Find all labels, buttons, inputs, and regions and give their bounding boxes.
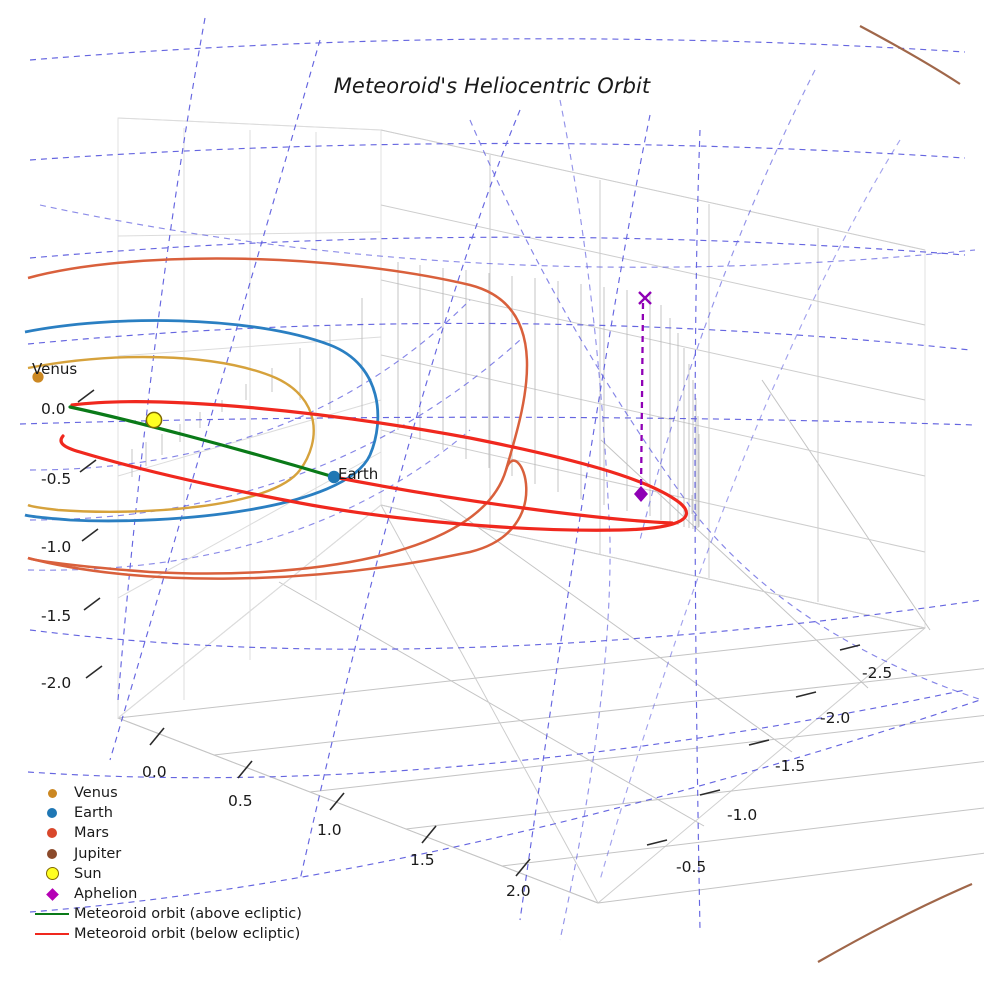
- red-line-icon: [30, 933, 74, 936]
- aphelion-diamond-icon: [30, 887, 74, 901]
- y-tick-2: -1.5: [775, 757, 806, 775]
- legend-label-orbit-above: Meteoroid orbit (above ecliptic): [74, 906, 302, 923]
- legend-label-aphelion: Aphelion: [74, 886, 138, 903]
- legend-label-jupiter: Jupiter: [74, 845, 122, 862]
- x-tick-1: 0.5: [228, 792, 253, 810]
- z-tick-4: -2.0: [41, 674, 72, 692]
- chart-title: Meteoroid's Heliocentric Orbit: [333, 74, 651, 98]
- earth-point-label: Earth: [338, 465, 379, 483]
- legend-item-mars[interactable]: Mars: [30, 823, 300, 843]
- y-tick-4: -2.5: [862, 664, 893, 682]
- y-tick-3: -2.0: [820, 709, 851, 727]
- legend-label-mars: Mars: [74, 825, 109, 842]
- legend-item-orbit-below[interactable]: Meteoroid orbit (below ecliptic): [30, 924, 300, 944]
- legend-item-jupiter[interactable]: Jupiter: [30, 844, 300, 864]
- aphelion-projection-line: [639, 302, 645, 493]
- z-tick-3: -1.5: [41, 607, 72, 625]
- venus-dot-icon: [30, 788, 74, 798]
- legend-label-venus: Venus: [74, 785, 118, 802]
- orbit-earth: [24, 319, 380, 523]
- orbit-jupiter: [817, 25, 973, 963]
- y-tick-0: -0.5: [676, 858, 707, 876]
- earth-marker: [327, 470, 341, 484]
- legend-item-earth[interactable]: Earth: [30, 803, 300, 823]
- legend-item-orbit-above[interactable]: Meteoroid orbit (above ecliptic): [30, 904, 302, 924]
- z-tick-0: 0.0: [41, 400, 66, 418]
- jupiter-dot-icon: [30, 848, 74, 859]
- meteoroid-orbit-above-ecliptic: [68, 405, 336, 479]
- x-tick-4: 2.0: [506, 882, 531, 900]
- legend-label-earth: Earth: [74, 805, 113, 822]
- z-tick-2: -1.0: [41, 538, 72, 556]
- x-tick-2: 1.0: [317, 821, 342, 839]
- venus-point-label: Venus: [32, 360, 78, 378]
- orbit-mars-lower: [27, 459, 528, 580]
- legend-label-sun: Sun: [74, 865, 102, 882]
- sun-dot-icon: [30, 867, 74, 881]
- chart-legend: Venus Earth Mars Jupiter Sun: [30, 783, 302, 945]
- legend-label-orbit-below: Meteoroid orbit (below ecliptic): [74, 926, 301, 943]
- x-tick-0: 0.0: [142, 763, 167, 781]
- axis-tick-marks: [77, 389, 861, 877]
- green-line-icon: [30, 913, 74, 916]
- orbit-venus: [27, 355, 315, 513]
- legend-item-aphelion[interactable]: Aphelion: [30, 884, 300, 904]
- z-tick-1: -0.5: [41, 470, 72, 488]
- meteoroid-orbit-below-ecliptic: [59, 400, 688, 532]
- legend-item-venus[interactable]: Venus: [30, 783, 300, 803]
- aphelion-projection-x-icon: [638, 291, 652, 305]
- earth-dot-icon: [30, 808, 74, 819]
- mars-dot-icon: [30, 828, 74, 839]
- aphelion-diamond-marker: [634, 486, 648, 502]
- sun-marker: [145, 411, 163, 429]
- x-tick-3: 1.5: [410, 851, 435, 869]
- axes-right-wall-grid: [380, 129, 926, 629]
- orbit-stem-lines: [131, 262, 700, 529]
- y-tick-1: -1.0: [727, 806, 758, 824]
- venus-marker: [32, 371, 44, 383]
- orbit-mars: [27, 257, 529, 575]
- legend-item-sun[interactable]: Sun: [30, 864, 300, 884]
- axes-floor-grid: [117, 379, 984, 904]
- meteoroid-orbit-below-ecliptic-tail: [332, 475, 674, 525]
